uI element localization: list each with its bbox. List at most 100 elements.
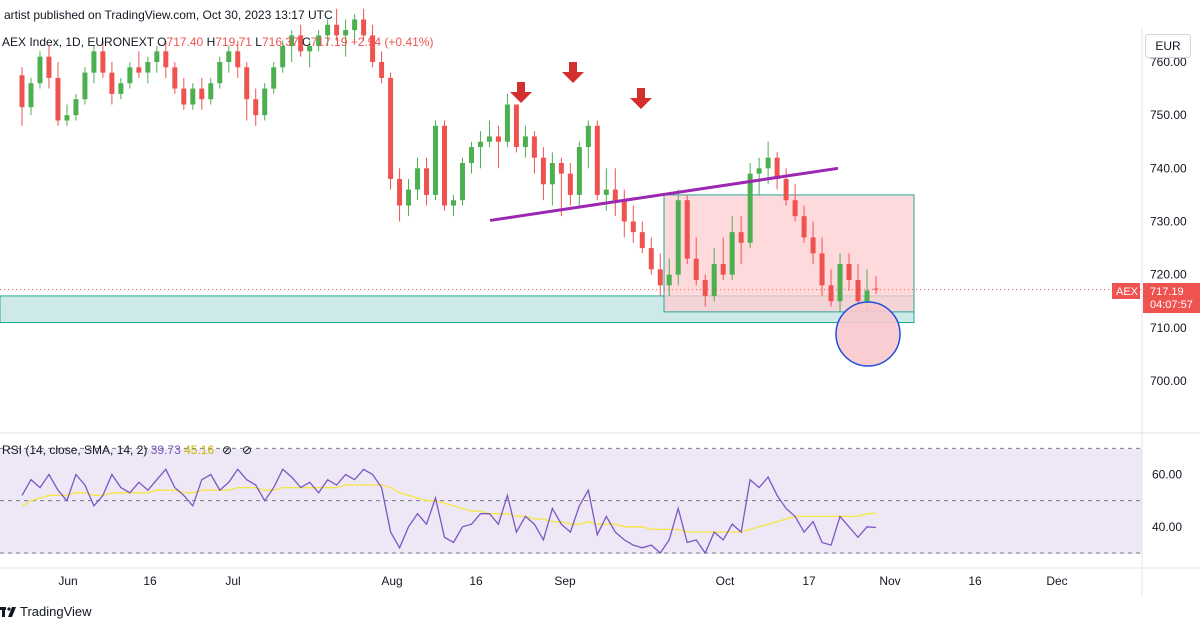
candle-body <box>226 51 232 62</box>
rsi-tick-label: 40.00 <box>1152 520 1182 534</box>
candle-body <box>19 75 25 108</box>
candle-body <box>82 72 88 100</box>
candle-body <box>747 173 753 243</box>
price-tick-label: 720.00 <box>1150 268 1187 282</box>
candle-body <box>756 168 762 174</box>
candle-body <box>639 232 645 249</box>
candle-body <box>729 232 735 275</box>
candle-body <box>64 115 70 121</box>
rsi-ma-line <box>21 484 877 533</box>
candle-body <box>244 67 250 100</box>
candle-body <box>675 200 681 275</box>
candle-body <box>55 77 61 121</box>
candle-body <box>280 46 286 68</box>
candle-body <box>648 248 654 270</box>
time-tick-label: Nov <box>879 574 900 588</box>
candle-body <box>450 200 456 206</box>
candle-body <box>594 125 600 195</box>
candle-body <box>477 141 483 148</box>
candle-body <box>558 163 564 174</box>
tradingview-brand-text: TradingView <box>20 604 92 619</box>
candle-body <box>181 88 187 105</box>
candle-body <box>262 88 268 116</box>
rsi-legend-label: RSI (14, close, SMA, 14, 2) <box>2 443 151 457</box>
price-tick-label: 750.00 <box>1150 108 1187 122</box>
candle-body <box>154 51 160 62</box>
candle-body <box>603 189 609 195</box>
candle-body <box>28 83 34 108</box>
candle-body <box>513 104 519 148</box>
time-tick-label: Sep <box>554 574 576 588</box>
candle-body <box>370 35 376 62</box>
candle-body <box>190 88 196 105</box>
candle-body <box>163 51 169 68</box>
candle-body <box>343 30 349 36</box>
candle-body <box>765 157 771 169</box>
high-value: 719.71 <box>215 35 255 49</box>
candle-body <box>720 264 726 275</box>
consolidation-box <box>663 194 915 313</box>
candle-body <box>172 67 178 89</box>
candle-body <box>657 269 663 286</box>
candle-body <box>801 216 807 238</box>
high-label: H <box>207 35 216 49</box>
candle-body <box>298 35 304 52</box>
symbol-label: AEX Index, 1D, EURONEXT <box>2 35 157 49</box>
candle-body <box>738 232 744 243</box>
candle-body <box>495 136 501 142</box>
candle-body <box>792 200 798 217</box>
down-arrow-icon <box>510 82 532 103</box>
candle-body <box>522 136 528 148</box>
rsi-ma-value: 45.16 <box>184 443 214 457</box>
hidden-output-icon: ⊘ <box>222 443 232 457</box>
candle-body <box>711 264 717 296</box>
trendline <box>489 166 839 222</box>
time-tick-label: Jul <box>225 574 240 588</box>
candle-body <box>630 221 636 233</box>
time-tick-label: Jun <box>58 574 77 588</box>
rsi-tick-label: 60.00 <box>1152 467 1182 481</box>
published-by-text: artist published on TradingView.com, Oct… <box>4 8 333 22</box>
time-tick-label: Oct <box>716 574 735 588</box>
candle-body <box>199 88 205 100</box>
currency-button[interactable]: EUR <box>1145 34 1191 58</box>
candle-body <box>783 178 789 201</box>
candle-body <box>388 77 394 179</box>
down-arrow-icon <box>630 88 652 109</box>
close-label: C <box>302 35 311 49</box>
tradingview-logo[interactable]: TradingView <box>0 604 92 619</box>
candle-body <box>442 125 448 206</box>
candle-body <box>73 99 79 116</box>
candle-body <box>136 67 142 73</box>
candle-body <box>235 51 241 68</box>
candle-body <box>819 253 825 286</box>
ohlc-legend: AEX Index, 1D, EURONEXT O717.40 H719.71 … <box>2 35 433 49</box>
low-label: L <box>255 35 262 49</box>
candle-body <box>352 19 358 31</box>
candle-body <box>145 61 151 73</box>
time-tick-label: 17 <box>802 574 816 588</box>
candle-body <box>334 24 340 36</box>
candle-body <box>307 46 313 52</box>
candle-body <box>271 67 277 89</box>
price-tick-label: 700.00 <box>1150 374 1187 388</box>
down-arrow-icon <box>562 62 584 83</box>
price-tag-countdown: 04:07:57 <box>1150 299 1193 311</box>
low-value: 716.37 <box>262 35 302 49</box>
candle-body <box>567 173 573 195</box>
candle-body <box>702 279 708 296</box>
price-tag-value: 717.19 <box>1150 286 1184 298</box>
candle-body <box>873 288 879 290</box>
candle-body <box>864 290 870 302</box>
candle-body <box>289 35 295 47</box>
candle-body <box>576 147 582 195</box>
candle-body <box>46 56 52 78</box>
change-value: +2.94 (+0.41%) <box>351 35 434 49</box>
candle-body <box>585 125 591 148</box>
time-tick-label: Dec <box>1046 574 1067 588</box>
rsi-legend: RSI (14, close, SMA, 14, 2) 39.73 45.16 <box>2 443 214 457</box>
time-tick-label: Aug <box>381 574 402 588</box>
candle-body <box>316 35 322 47</box>
candle-body <box>531 136 537 158</box>
